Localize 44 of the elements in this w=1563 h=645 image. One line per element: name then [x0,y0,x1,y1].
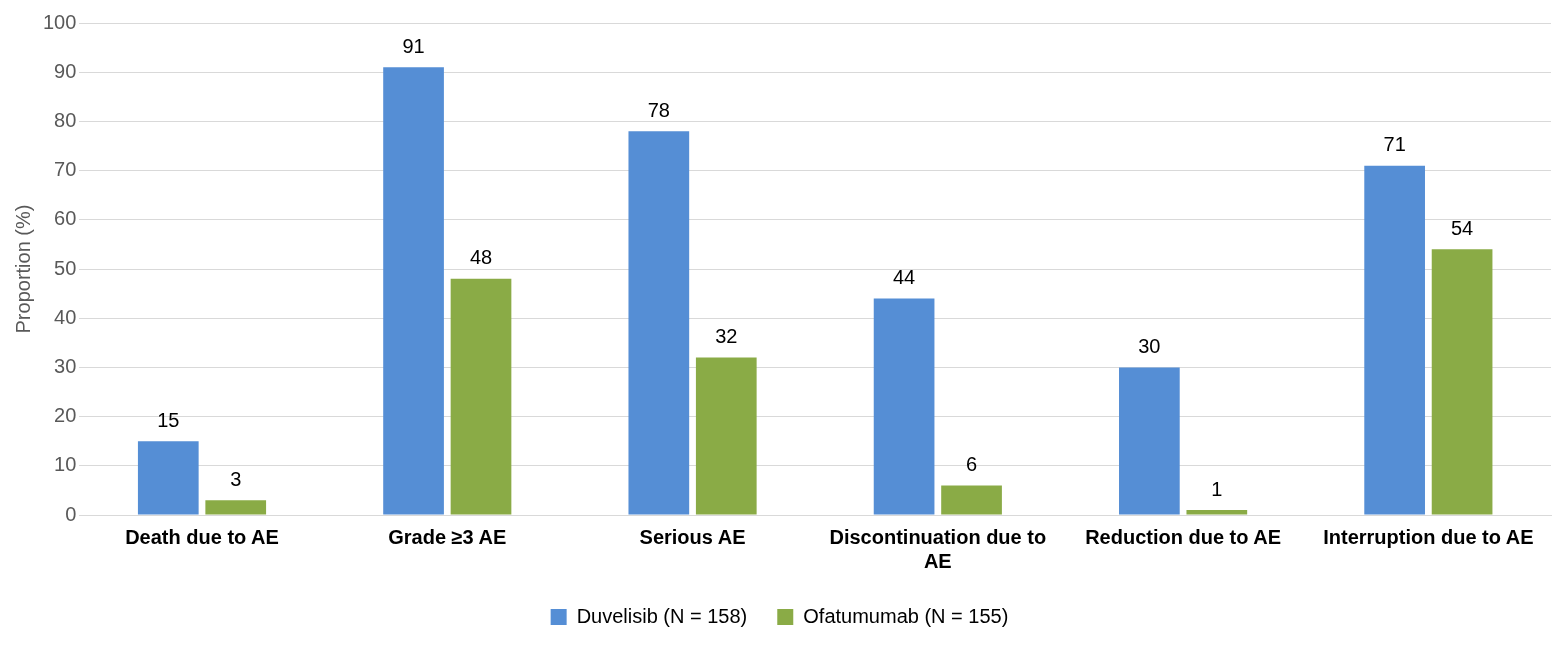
bar [1431,249,1493,515]
y-tick-label: 0 [65,502,77,525]
bar [1364,165,1425,515]
y-tick-label: 20 [54,404,77,427]
y-axis-title: Proportion (%) [11,204,34,334]
data-label: 1 [1211,477,1223,500]
y-tick-label: 90 [54,59,77,82]
legend-label: Duvelisib (N = 158) [576,604,748,627]
y-tick-label: 40 [54,305,77,328]
y-tick-label: 70 [54,158,77,181]
bar [450,278,512,515]
x-tick-label: Death due to AE [125,525,279,548]
data-label: 44 [892,266,916,289]
y-tick-label: 60 [54,207,77,230]
data-label: 78 [647,98,670,121]
data-label: 32 [715,325,738,348]
x-tick-label: Discontinuation due to AE [829,525,1047,572]
bar [205,500,267,515]
data-label: 91 [402,34,425,57]
data-label: 54 [1450,216,1474,239]
data-label: 48 [469,246,493,269]
y-tick-label: 10 [54,453,77,476]
bar [628,131,690,515]
bar [383,67,444,515]
data-label: 3 [230,467,242,490]
x-tick-label: Serious AE [639,525,746,548]
y-tick-label: 50 [54,256,77,279]
x-tick-label: Reduction due to AE [1085,525,1282,548]
legend-label: Ofatumumab (N = 155) [803,604,1009,627]
data-label: 71 [1383,133,1406,156]
data-label: 30 [1138,334,1161,357]
x-tick-label: Interruption due to AE [1323,525,1534,548]
y-tick-label: 80 [54,108,77,131]
y-tick-label: 30 [54,354,77,377]
bar [137,441,199,515]
bar [695,357,757,515]
data-label: 15 [157,408,180,431]
y-tick-label: 100 [42,10,77,33]
bar [873,298,935,515]
bar [941,485,1002,515]
x-tick-label: Grade ≥3 AE [388,525,507,548]
bar [1119,367,1180,515]
data-label: 6 [965,453,978,475]
bar [1186,510,1248,515]
